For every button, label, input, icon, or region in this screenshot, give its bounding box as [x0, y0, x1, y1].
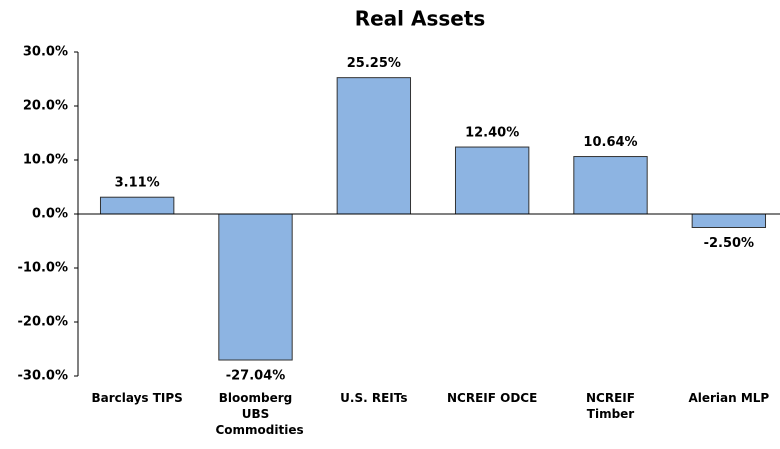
y-tick-label: -20.0% [18, 315, 69, 330]
x-tick-label: U.S. REITs [340, 391, 408, 405]
bar [336, 77, 412, 215]
bar [691, 213, 767, 228]
data-label: -2.50% [704, 236, 755, 251]
bar [454, 146, 530, 215]
y-tick-label: 20.0% [23, 99, 68, 114]
bar [99, 196, 175, 215]
data-label: 12.40% [465, 126, 519, 141]
data-label: 25.25% [347, 56, 401, 71]
y-tick-label: 0.0% [32, 207, 68, 222]
y-tick-label: 10.0% [23, 153, 68, 168]
data-label: 3.11% [115, 176, 160, 191]
data-label: -27.04% [226, 369, 286, 384]
bar [218, 213, 293, 361]
x-tick-label: Bloomberg UBS Commodities [215, 391, 304, 437]
y-tick-label: 30.0% [23, 45, 68, 60]
x-tick-label: NCREIF ODCE [447, 391, 538, 405]
x-tick-label: NCREIF Timber [586, 391, 635, 421]
x-tick-label: Barclays TIPS [91, 391, 183, 405]
data-label: 10.64% [583, 135, 637, 150]
y-tick-label: -30.0% [18, 369, 69, 384]
y-tick-label: -10.0% [18, 261, 69, 276]
chart-title: Real Assets [355, 7, 486, 31]
bar [573, 156, 648, 215]
x-tick-label: Alerian MLP [688, 391, 770, 405]
